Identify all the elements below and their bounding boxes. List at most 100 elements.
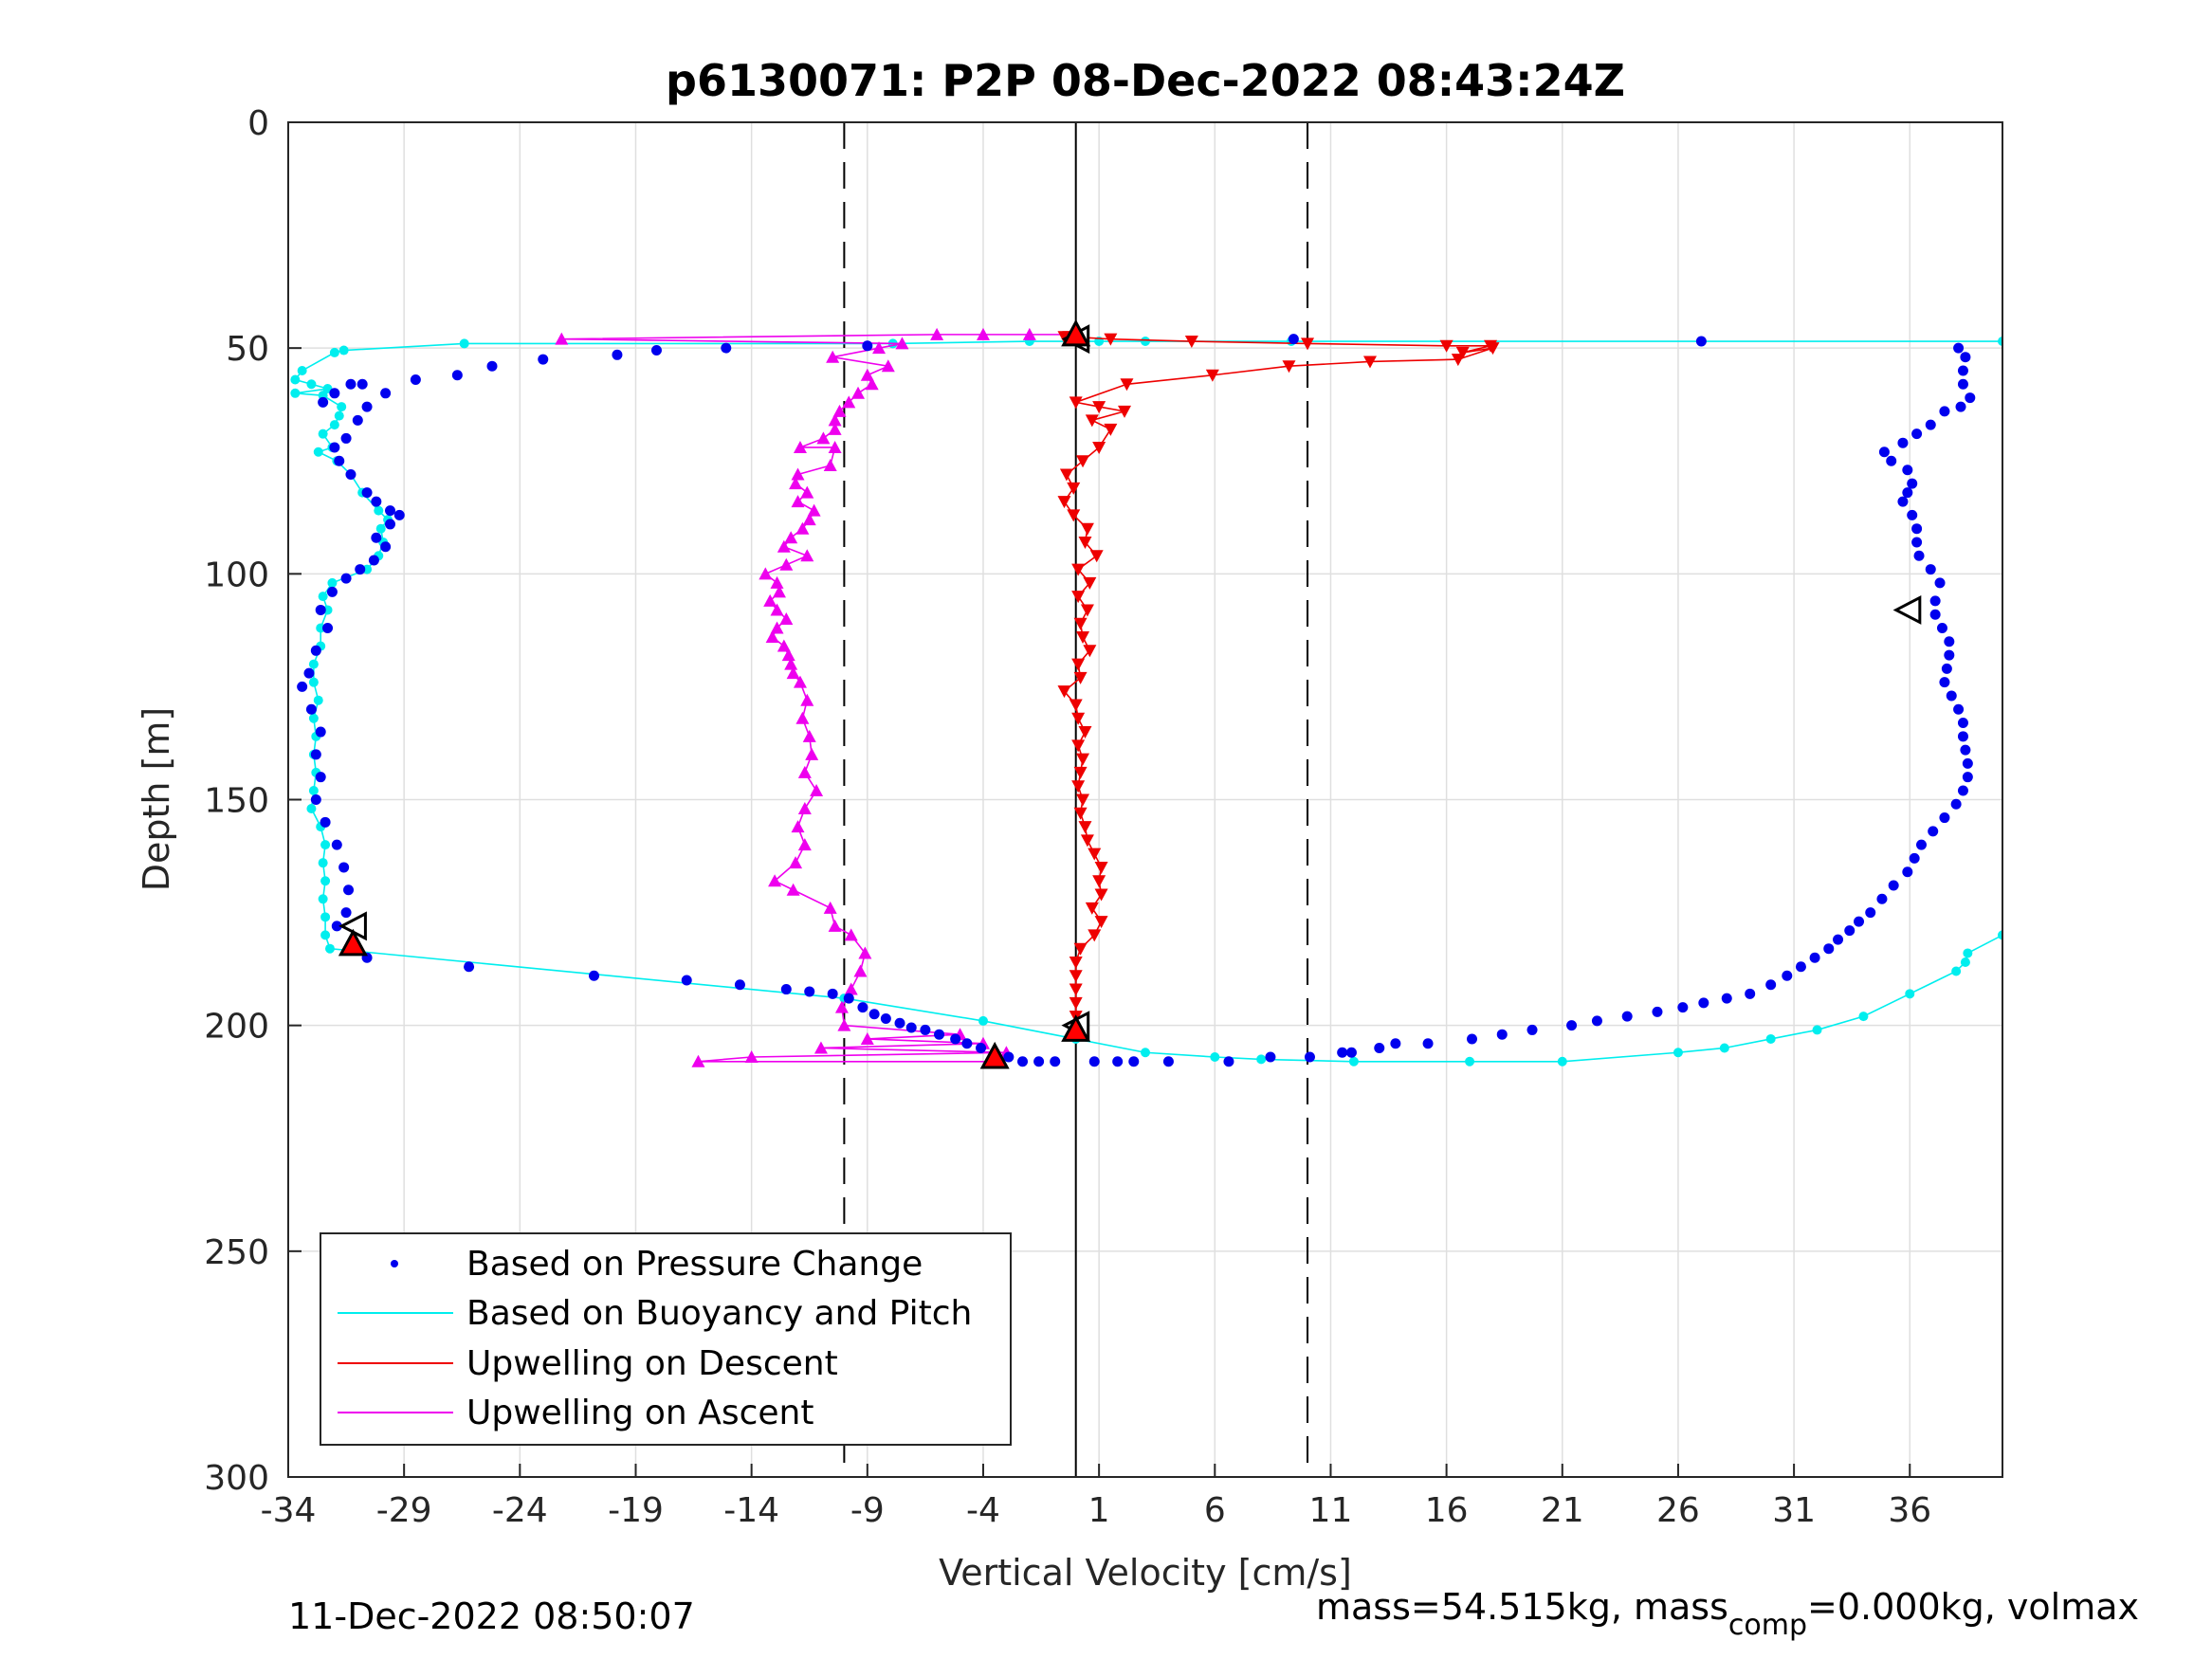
data-point <box>1088 929 1102 942</box>
footer-mass-info: mass=54.515kg, masscomp=0.000kg, volmax <box>1316 1586 2139 1642</box>
data-point <box>1962 772 1973 783</box>
data-point <box>297 365 307 375</box>
data-point <box>1104 333 1118 346</box>
x-tick-label: 1 <box>1088 1491 1110 1530</box>
legend-box <box>320 1232 1012 1446</box>
data-point <box>744 1050 759 1064</box>
event-marker <box>1061 319 1091 347</box>
data-point <box>306 804 317 814</box>
data-point <box>851 386 866 399</box>
chart-title: p6130071: P2P 08-Dec-2022 08:43:24Z <box>666 55 1625 106</box>
data-point <box>1950 798 1962 810</box>
data-point <box>1957 718 1968 729</box>
data-point <box>1069 956 1083 969</box>
data-point <box>318 858 328 868</box>
data-point <box>1939 406 1950 417</box>
x-tick-label: 16 <box>1425 1491 1469 1530</box>
data-point <box>1745 988 1756 999</box>
data-point <box>1337 1047 1348 1058</box>
data-point <box>823 901 837 914</box>
data-point <box>777 539 791 553</box>
data-point <box>297 681 308 692</box>
data-point <box>860 368 874 381</box>
data-point <box>1911 523 1923 535</box>
data-point <box>1071 712 1086 725</box>
y-tick-label: 200 <box>204 1008 269 1047</box>
data-point <box>1833 934 1844 945</box>
data-point <box>1080 522 1094 536</box>
legend-label-ascent: Upwelling on Ascent <box>466 1394 814 1432</box>
data-point <box>315 604 326 615</box>
data-point <box>681 975 692 986</box>
data-point <box>793 440 807 453</box>
data-point <box>805 747 819 760</box>
data-point <box>1907 509 1918 520</box>
data-point <box>1092 401 1106 414</box>
y-tick-label: 100 <box>204 556 269 594</box>
data-point <box>1256 1054 1267 1065</box>
data-point <box>1795 961 1806 973</box>
data-point <box>800 485 814 499</box>
data-point <box>842 395 856 409</box>
data-point <box>612 349 623 360</box>
data-point <box>1946 690 1957 702</box>
data-point <box>1557 1056 1567 1066</box>
data-point <box>303 667 315 679</box>
data-point <box>1069 996 1083 1010</box>
data-point <box>721 342 732 354</box>
data-point <box>1050 1056 1061 1067</box>
mass-text: mass=54.515kg, mass <box>1316 1586 1728 1628</box>
data-point <box>486 360 498 372</box>
data-point <box>765 630 779 644</box>
data-point <box>1085 902 1099 915</box>
data-point <box>1076 753 1090 766</box>
data-point <box>862 340 873 352</box>
y-tick-label: 250 <box>204 1233 269 1272</box>
data-point <box>1998 930 2002 940</box>
data-point <box>1439 339 1453 353</box>
data-point <box>1092 875 1106 888</box>
data-point <box>1936 622 1947 633</box>
data-point <box>322 622 334 633</box>
data-point <box>828 422 842 435</box>
data-point <box>334 410 344 421</box>
mass-subscript: comp <box>1728 1609 1807 1642</box>
x-tick-label: -34 <box>261 1491 317 1530</box>
x-axis-ticks: -34 -29 -24 -19 -14 -9 -4 1 6 11 16 21 26 31 36 <box>261 1464 1931 1530</box>
data-point <box>832 404 847 417</box>
data-point <box>1765 979 1777 991</box>
data-point <box>868 1009 880 1020</box>
data-point <box>1301 337 1315 351</box>
data-point <box>894 1017 905 1029</box>
data-point <box>385 519 396 530</box>
data-point <box>950 1033 961 1045</box>
data-point <box>1466 1033 1477 1045</box>
data-point <box>786 883 800 896</box>
data-point <box>827 988 838 999</box>
data-point <box>1118 405 1132 418</box>
data-point <box>1960 744 1971 756</box>
data-point <box>1265 1051 1276 1063</box>
data-point <box>361 487 373 499</box>
data-point <box>356 378 368 390</box>
data-point <box>1944 649 1955 661</box>
data-point <box>1348 1056 1359 1066</box>
data-point <box>823 459 837 472</box>
data-point <box>786 666 800 680</box>
data-point <box>589 970 600 981</box>
legend-label-descent: Upwelling on Descent <box>466 1344 838 1383</box>
data-point <box>1621 1011 1633 1022</box>
data-point <box>290 374 301 385</box>
data-point <box>320 840 331 850</box>
data-point <box>385 505 396 517</box>
data-point <box>343 884 355 896</box>
data-point <box>1897 496 1909 507</box>
footer-timestamp: 11-Dec-2022 08:50:07 <box>288 1595 695 1637</box>
data-point <box>1071 780 1086 793</box>
data-point <box>1076 631 1090 645</box>
data-point <box>329 347 339 357</box>
event-marker <box>338 928 368 957</box>
data-point <box>1069 396 1083 410</box>
x-tick-label: -29 <box>376 1491 432 1530</box>
data-point <box>338 345 349 356</box>
